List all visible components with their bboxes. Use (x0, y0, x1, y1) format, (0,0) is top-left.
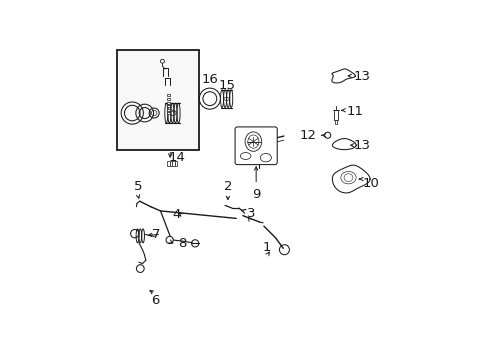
Polygon shape (332, 165, 369, 193)
Text: 10: 10 (362, 177, 378, 190)
Text: 4: 4 (172, 208, 181, 221)
Text: 2: 2 (223, 180, 232, 193)
Text: 11: 11 (346, 105, 363, 118)
Bar (166, 98, 169, 100)
Bar (166, 112, 169, 114)
Text: 14: 14 (168, 151, 185, 164)
Polygon shape (332, 139, 355, 150)
FancyBboxPatch shape (235, 127, 277, 165)
Bar (175, 161, 177, 166)
Text: 9: 9 (251, 188, 260, 201)
Bar (166, 94, 169, 96)
Text: 3: 3 (246, 207, 255, 220)
Text: 13: 13 (353, 70, 370, 83)
Text: 1: 1 (263, 242, 271, 255)
Text: 15: 15 (218, 79, 235, 92)
Text: 7: 7 (152, 228, 160, 241)
Text: 13: 13 (353, 139, 370, 152)
Text: 12: 12 (299, 129, 316, 142)
Bar (334, 120, 336, 124)
Bar (166, 109, 169, 111)
Bar (334, 110, 337, 120)
Bar (172, 161, 174, 166)
Bar (117, 50, 198, 150)
Bar (166, 102, 169, 104)
Text: 16: 16 (202, 73, 219, 86)
Text: 5: 5 (133, 180, 142, 193)
Bar (167, 161, 169, 166)
Bar (170, 161, 172, 166)
Polygon shape (331, 69, 355, 83)
Text: 6: 6 (150, 294, 159, 307)
Text: 8: 8 (178, 237, 186, 250)
Bar (166, 105, 169, 107)
